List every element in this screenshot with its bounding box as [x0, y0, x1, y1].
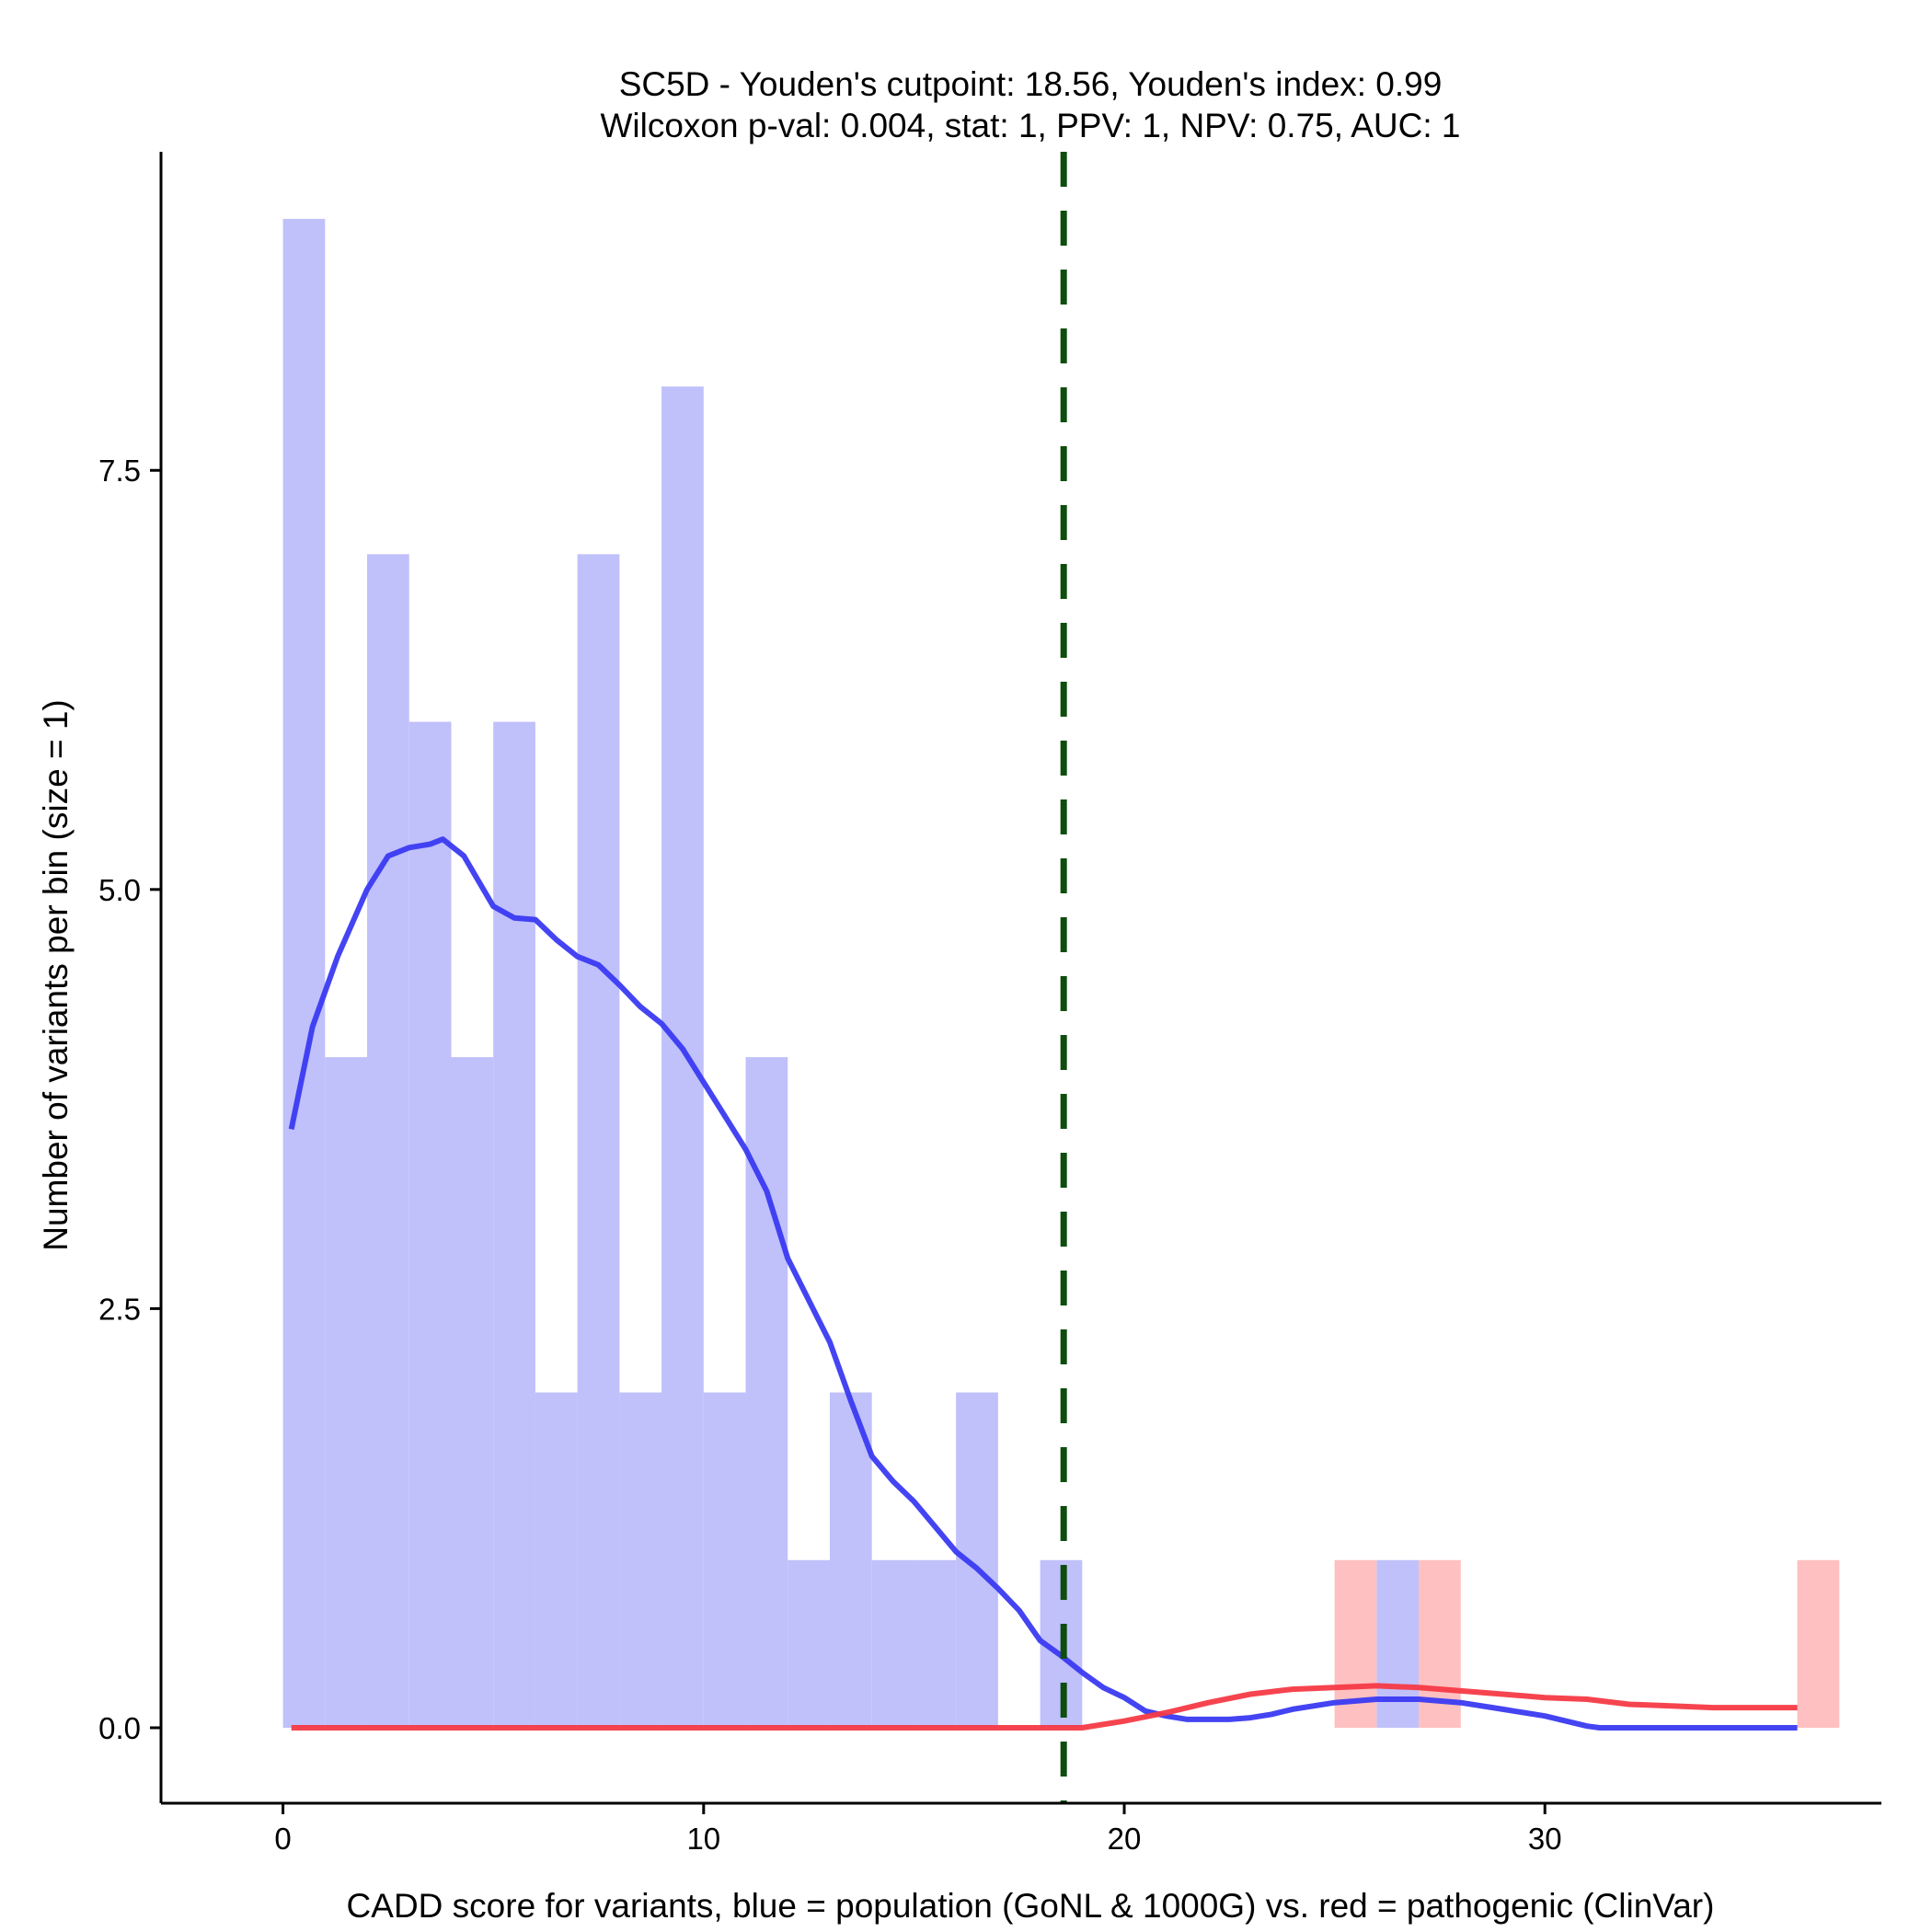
population-bar — [829, 1392, 872, 1728]
x-axis-label: CADD score for variants, blue = populati… — [347, 1887, 1715, 1925]
population-bar — [619, 1392, 662, 1728]
population-bar — [408, 721, 452, 1728]
x-tick-label: 10 — [686, 1822, 720, 1856]
population-bar — [577, 554, 620, 1728]
population-bar — [703, 1392, 746, 1728]
y-tick-label: 0.0 — [98, 1711, 141, 1745]
population-bar — [493, 721, 535, 1728]
y-tick-label: 5.0 — [98, 873, 141, 907]
y-axis-label: Number of variants per bin (size = 1) — [37, 699, 75, 1250]
population-bar — [325, 1057, 368, 1728]
x-tick-label: 20 — [1108, 1822, 1142, 1856]
pathogenic-bar — [1797, 1559, 1840, 1728]
density-curves — [288, 836, 1798, 1731]
population-bar — [788, 1559, 830, 1728]
population-bar — [914, 1559, 957, 1728]
population-bar — [451, 1057, 494, 1728]
y-tick-label: 2.5 — [98, 1292, 141, 1326]
x-tick-label: 30 — [1528, 1822, 1562, 1856]
pathogenic-density-line — [291, 1683, 1798, 1731]
population-bar — [535, 1392, 578, 1728]
population-bar — [367, 554, 409, 1728]
population-density-line — [288, 836, 1798, 1731]
population-bar — [282, 218, 326, 1728]
population-bar — [661, 386, 704, 1728]
x-tick-label: 0 — [274, 1822, 291, 1856]
population-bar — [871, 1559, 914, 1728]
x-axis-ticks: 0 10 20 30 — [274, 1803, 1562, 1856]
axes — [159, 152, 1881, 1805]
y-tick-label: 7.5 — [98, 454, 141, 488]
y-axis-ticks: 0.0 2.5 5.0 7.5 — [98, 454, 161, 1745]
population-bar — [1376, 1559, 1420, 1728]
population-bars — [282, 218, 1420, 1728]
chart-title-line-2: Wilcoxon p-val: 0.004, stat: 1, PPV: 1, … — [600, 107, 1460, 144]
chart-title-line-1: SC5D - Youden's cutpoint: 18.56, Youden'… — [619, 65, 1443, 103]
